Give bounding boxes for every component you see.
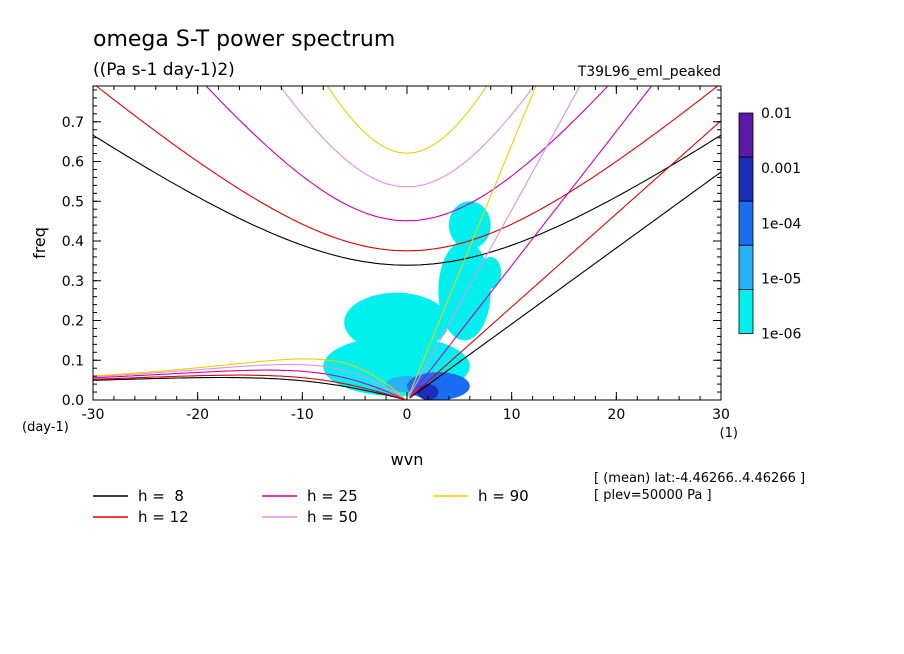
y-tick-label: 0.3	[62, 274, 84, 290]
curve-h8-rossby	[93, 376, 408, 400]
colorbar-swatch	[738, 156, 754, 202]
x-tick-label: 20	[607, 407, 625, 423]
curve-h8-ig	[93, 134, 721, 266]
curve-h12-rossby	[93, 374, 408, 400]
legend-label-h25: h = 25	[307, 487, 358, 505]
legend-label-h50: h = 50	[307, 508, 358, 526]
y-tick-label: 0.4	[62, 234, 84, 250]
y-unit-label: (day-1)	[22, 420, 69, 435]
colorbar-label: 1e-06	[761, 327, 801, 343]
contour-patch-1e-06	[344, 292, 449, 353]
contour-patch-1e-06	[448, 201, 491, 249]
colorbar-label: 0.001	[761, 161, 801, 177]
dispersion-curves	[93, 86, 721, 400]
colorbar-swatch	[738, 112, 754, 158]
x-unit-label: (1)	[720, 426, 738, 441]
curve-h50-ig	[279, 86, 535, 188]
curve-h50-rossby	[93, 363, 408, 400]
curve-h90-ig	[326, 86, 488, 154]
curve-h25-rossby	[93, 369, 408, 400]
x-tick-label: -10	[291, 407, 314, 423]
annotation-latitude: [ (mean) lat:-4.46266..4.46266 ]	[594, 471, 805, 486]
y-tick-label: 0.0	[62, 393, 84, 409]
legend-label-h90: h = 90	[478, 487, 529, 505]
curve-h12-kelvin	[409, 120, 721, 399]
colorbar-swatch	[738, 200, 754, 246]
chart-title: omega S-T power spectrum	[93, 27, 395, 52]
x-tick-label: -20	[186, 407, 209, 423]
annotation-plev: [ plev=50000 Pa ]	[594, 488, 712, 503]
colorbar-label: 1e-05	[761, 271, 801, 287]
x-tick-label: -30	[82, 407, 105, 423]
chart-subtitle: ((Pa s-1 day-1)2)	[93, 60, 235, 80]
legend-label-h8: h = 8	[138, 487, 184, 505]
y-axis-label: freq	[30, 227, 49, 259]
colorbar: 0.01 0.001 1e-04 1e-05 1e-06	[738, 106, 801, 343]
x-axis-label: wvn	[391, 450, 424, 469]
legend: h = 8 h = 12 h = 25 h = 50 h = 90	[93, 487, 529, 526]
curve-h12-ig	[95, 86, 719, 252]
experiment-label: T39L96_eml_peaked	[577, 64, 721, 80]
colorbar-label: 1e-04	[761, 216, 801, 232]
x-tick-label: 0	[403, 407, 412, 423]
curve-h25-kelvin	[409, 86, 653, 397]
y-tick-label: 0.5	[62, 194, 84, 210]
curve-h25-ig	[205, 86, 609, 222]
contour-patch-1e-06	[438, 241, 491, 341]
contour-patches	[323, 201, 502, 400]
y-tick-label: 0.7	[62, 115, 84, 131]
y-tick-label: 0.2	[62, 314, 84, 330]
x-tick-label: 30	[712, 407, 730, 423]
curve-h90-rossby	[93, 358, 408, 400]
legend-label-h12: h = 12	[138, 508, 189, 526]
curve-h50-kelvin	[409, 86, 581, 396]
colorbar-label: 0.01	[761, 106, 792, 122]
curve-h8-kelvin	[409, 171, 721, 399]
curve-h90-kelvin	[409, 86, 537, 394]
y-tick-label: 0.6	[62, 155, 84, 171]
colorbar-swatch	[738, 288, 754, 334]
y-tick-label: 0.1	[62, 353, 84, 369]
x-tick-label: 10	[503, 407, 521, 423]
colorbar-swatch	[738, 244, 754, 290]
contour-patch-1e-06	[480, 256, 502, 289]
axis-ticks: -30 -20 -10 0 10 20 30 0.0 0.1 0.2 0.3 0.4 0.5 0.6 0.7	[62, 86, 730, 423]
